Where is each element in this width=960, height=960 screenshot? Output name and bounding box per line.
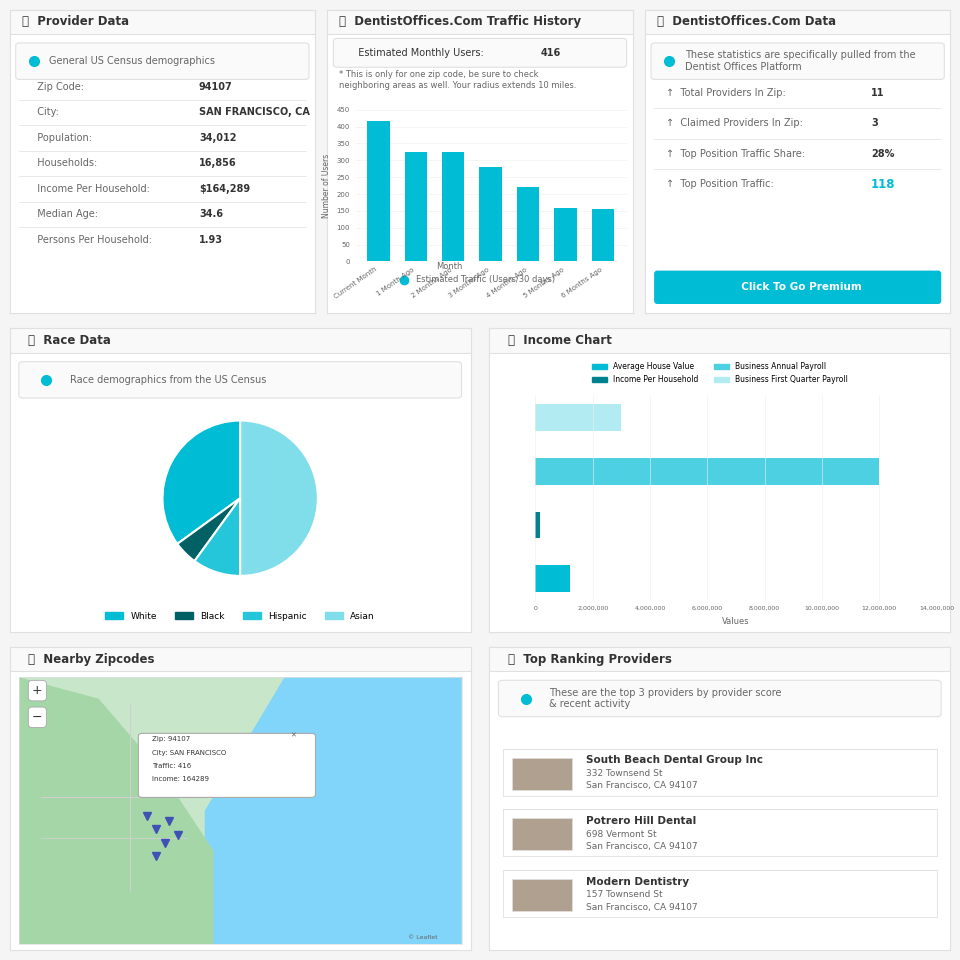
Text: General US Census demographics: General US Census demographics — [49, 57, 215, 66]
FancyBboxPatch shape — [503, 749, 937, 796]
Text: 👥  DentistOffices.Com Data: 👥 DentistOffices.Com Data — [658, 15, 836, 28]
FancyBboxPatch shape — [15, 43, 309, 80]
FancyBboxPatch shape — [513, 818, 572, 851]
Text: ↑  Claimed Providers In Zip:: ↑ Claimed Providers In Zip: — [666, 118, 804, 129]
Text: 👥  Provider Data: 👥 Provider Data — [22, 15, 129, 28]
FancyBboxPatch shape — [498, 681, 941, 717]
Text: City:: City: — [31, 108, 59, 117]
Text: 94107: 94107 — [199, 82, 232, 92]
FancyBboxPatch shape — [503, 870, 937, 917]
Text: 🌐  Race Data: 🌐 Race Data — [28, 334, 111, 347]
Text: ↑  Total Providers In Zip:: ↑ Total Providers In Zip: — [666, 88, 786, 98]
FancyBboxPatch shape — [10, 328, 470, 352]
Text: 332 Townsend St: 332 Townsend St — [586, 769, 662, 778]
Text: 💰  Income Chart: 💰 Income Chart — [508, 334, 612, 347]
Text: Population:: Population: — [31, 133, 92, 143]
Text: San Francisco, CA 94107: San Francisco, CA 94107 — [586, 902, 698, 911]
FancyBboxPatch shape — [490, 647, 950, 671]
Legend: Average House Value, Income Per Household, Business Annual Payroll, Business Fir: Average House Value, Income Per Househol… — [588, 359, 851, 387]
Text: 1.93: 1.93 — [199, 235, 223, 245]
Text: SAN FRANCISCO, CA: SAN FRANCISCO, CA — [199, 108, 310, 117]
Text: Modern Dentistry: Modern Dentistry — [586, 876, 689, 886]
Text: ↑  Top Position Traffic:: ↑ Top Position Traffic: — [666, 180, 774, 189]
Text: Median Age:: Median Age: — [31, 209, 98, 220]
FancyBboxPatch shape — [645, 10, 950, 34]
FancyBboxPatch shape — [651, 43, 945, 80]
FancyBboxPatch shape — [327, 10, 633, 34]
Text: Estimated Traffic (Users/30 days): Estimated Traffic (Users/30 days) — [416, 276, 555, 284]
Text: Zip Code:: Zip Code: — [31, 82, 84, 92]
Text: 698 Vermont St: 698 Vermont St — [586, 829, 657, 839]
Text: Click To Go Premium: Click To Go Premium — [733, 282, 861, 292]
Text: 📊  DentistOffices.Com Traffic History: 📊 DentistOffices.Com Traffic History — [340, 15, 582, 28]
Text: 34.6: 34.6 — [199, 209, 223, 220]
FancyBboxPatch shape — [513, 879, 572, 911]
Text: 11: 11 — [871, 88, 884, 98]
Text: 📍  Nearby Zipcodes: 📍 Nearby Zipcodes — [28, 653, 155, 665]
Text: San Francisco, CA 94107: San Francisco, CA 94107 — [586, 842, 698, 851]
Text: * This is only for one zip code, be sure to check
neighboring areas as well. You: * This is only for one zip code, be sure… — [340, 70, 577, 89]
Text: ↑  Top Position Traffic Share:: ↑ Top Position Traffic Share: — [666, 149, 805, 158]
FancyBboxPatch shape — [10, 647, 470, 671]
Text: 416: 416 — [541, 48, 562, 58]
Text: 💰  Top Ranking Providers: 💰 Top Ranking Providers — [508, 653, 672, 665]
Text: San Francisco, CA 94107: San Francisco, CA 94107 — [586, 781, 698, 790]
Text: 16,856: 16,856 — [199, 158, 236, 168]
Text: Persons Per Household:: Persons Per Household: — [31, 235, 152, 245]
Text: Households:: Households: — [31, 158, 97, 168]
FancyBboxPatch shape — [333, 38, 627, 67]
Text: 28%: 28% — [871, 149, 895, 158]
FancyBboxPatch shape — [19, 362, 462, 398]
Text: 3: 3 — [871, 118, 877, 129]
FancyBboxPatch shape — [513, 757, 572, 789]
FancyBboxPatch shape — [654, 271, 941, 304]
FancyBboxPatch shape — [490, 328, 950, 352]
Text: Race demographics from the US Census: Race demographics from the US Census — [69, 374, 266, 385]
Text: These statistics are specifically pulled from the
Dentist Offices Platform: These statistics are specifically pulled… — [684, 50, 915, 72]
Text: Potrero Hill Dental: Potrero Hill Dental — [586, 816, 696, 826]
Text: South Beach Dental Group Inc: South Beach Dental Group Inc — [586, 756, 763, 765]
Text: $164,289: $164,289 — [199, 184, 251, 194]
FancyBboxPatch shape — [503, 809, 937, 856]
Text: Month: Month — [436, 261, 463, 271]
Text: These are the top 3 providers by provider score
& recent activity: These are the top 3 providers by provide… — [549, 687, 781, 709]
Legend: White, Black, Hispanic, Asian: White, Black, Hispanic, Asian — [102, 608, 378, 624]
Text: Income Per Household:: Income Per Household: — [31, 184, 150, 194]
Text: Estimated Monthly Users:: Estimated Monthly Users: — [351, 48, 484, 58]
Text: 118: 118 — [871, 178, 896, 191]
FancyBboxPatch shape — [10, 10, 315, 34]
Text: 34,012: 34,012 — [199, 133, 236, 143]
Text: 157 Townsend St: 157 Townsend St — [586, 890, 662, 900]
